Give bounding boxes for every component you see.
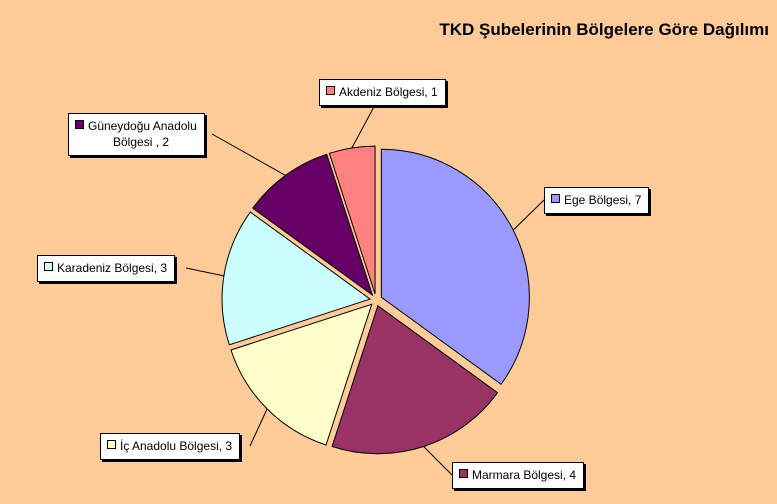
label-text-guneydogu-line1: Güneydoğu Anadolu (88, 119, 197, 133)
data-label-karadeniz: Karadeniz Bölgesi, 3 (37, 255, 176, 282)
data-label-ege: Ege Bölgesi, 7 (544, 187, 650, 214)
legend-swatch-akdeniz (326, 86, 335, 95)
leader-line-karadeniz (185, 267, 224, 277)
legend-swatch-marmara (459, 469, 468, 478)
label-text-karadeniz: Karadeniz Bölgesi, 3 (57, 261, 168, 275)
data-label-akdeniz: Akdeniz Bölgesi, 1 (319, 79, 446, 106)
legend-swatch-guneydogu (75, 120, 84, 129)
label-text-ic-anadolu: İç Anadolu Bölgesi, 3 (120, 439, 233, 453)
legend-swatch-ege (551, 194, 560, 203)
slice-akdeniz (328, 145, 376, 295)
chart-title: TKD Şubelerinin Bölgelere Göre Dağılımı (439, 20, 769, 39)
slice-karadeniz (221, 211, 372, 346)
leader-line-marmara (423, 446, 453, 476)
slice-guneydogu (252, 153, 374, 297)
legend-swatch-karadeniz (44, 262, 53, 271)
data-label-guneydogu: Güneydoğu Anadolu Bölgesi , 2 (68, 113, 205, 156)
slice-ic-anadolu (230, 303, 373, 446)
slice-ege (380, 148, 530, 385)
leader-line-ege (512, 199, 545, 231)
label-text-marmara: Marmara Bölgesi, 4 (472, 468, 577, 482)
data-label-ic-anadolu: İç Anadolu Bölgesi, 3 (100, 433, 241, 460)
data-label-marmara: Marmara Bölgesi, 4 (452, 462, 585, 489)
legend-swatch-ic-anadolu (107, 440, 116, 449)
leader-line-ic-anadolu (249, 408, 268, 447)
leader-line-akdeniz (351, 102, 377, 149)
slice-marmara (331, 304, 499, 455)
label-text-ege: Ege Bölgesi, 7 (564, 193, 642, 207)
leader-line-guneydogu (211, 133, 286, 176)
label-text-guneydogu-line2: Bölgesi , 2 (113, 135, 170, 149)
label-text-akdeniz: Akdeniz Bölgesi, 1 (339, 85, 438, 99)
